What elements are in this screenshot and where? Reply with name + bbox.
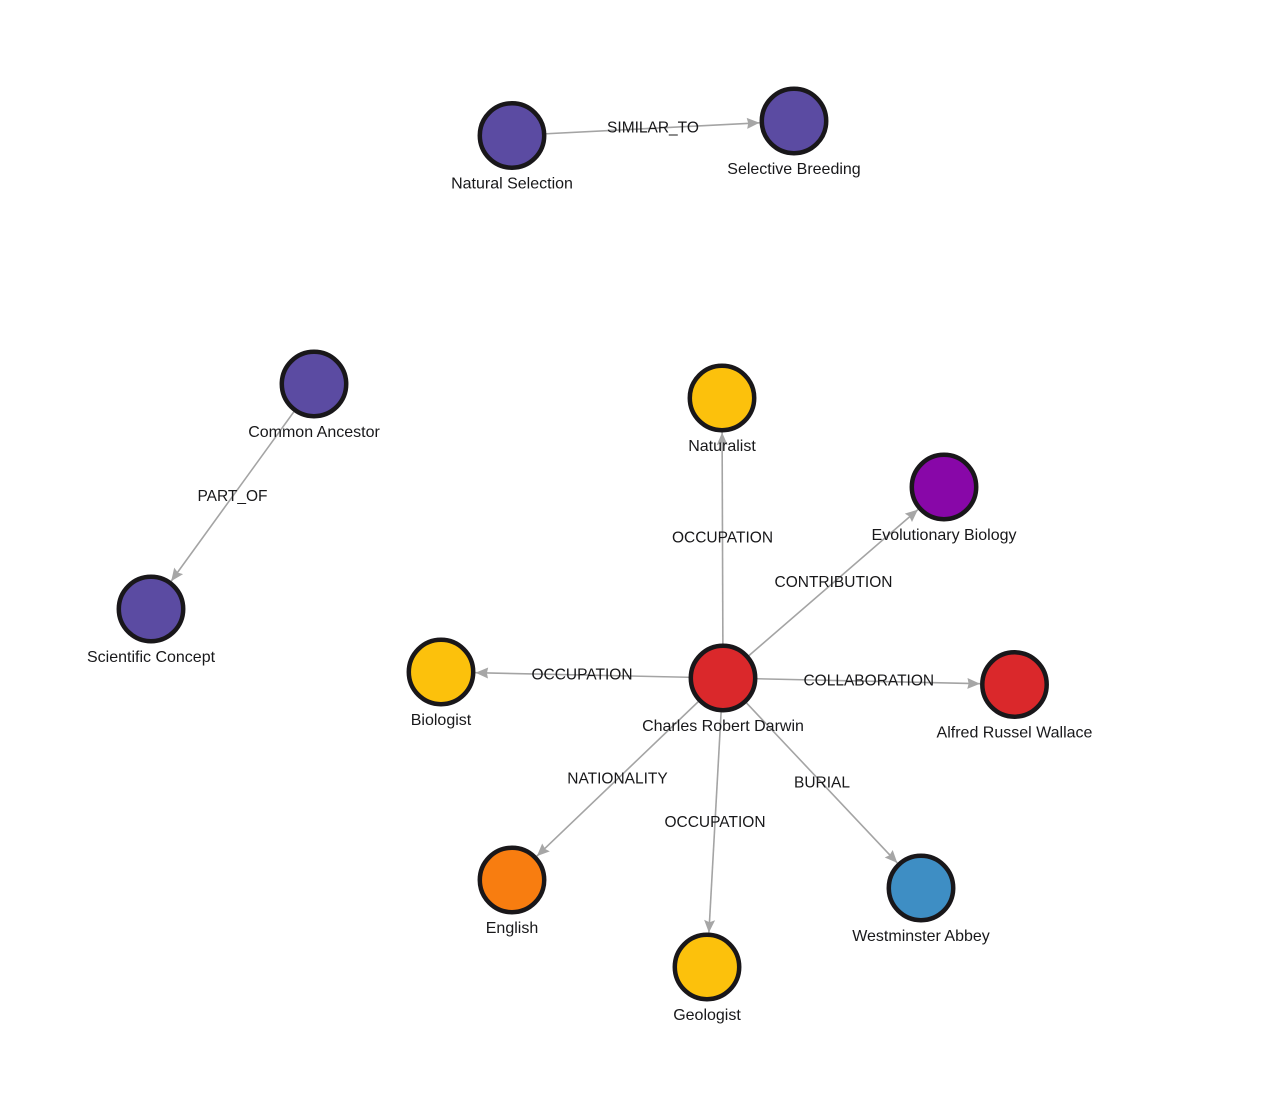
svg-text:Natural Selection: Natural Selection (451, 176, 573, 193)
svg-text:NATIONALITY: NATIONALITY (567, 770, 667, 787)
svg-text:Naturalist: Naturalist (688, 438, 756, 455)
svg-text:Scientific Concept: Scientific Concept (87, 649, 216, 666)
svg-text:Selective Breeding: Selective Breeding (727, 161, 860, 178)
svg-text:Evolutionary Biology: Evolutionary Biology (872, 527, 1017, 544)
svg-text:Common Ancestor: Common Ancestor (248, 424, 380, 441)
svg-text:English: English (486, 920, 538, 937)
svg-text:OCCUPATION: OCCUPATION (664, 814, 765, 831)
svg-text:Charles Robert Darwin: Charles Robert Darwin (642, 718, 804, 735)
svg-text:Biologist: Biologist (411, 712, 472, 729)
svg-text:OCCUPATION: OCCUPATION (672, 529, 773, 546)
svg-text:OCCUPATION: OCCUPATION (531, 666, 632, 683)
svg-text:BURIAL: BURIAL (794, 774, 850, 791)
svg-text:COLLABORATION: COLLABORATION (803, 673, 934, 690)
svg-text:Alfred Russel Wallace: Alfred Russel Wallace (937, 725, 1093, 742)
svg-text:CONTRIBUTION: CONTRIBUTION (775, 574, 893, 591)
svg-text:SIMILAR_TO: SIMILAR_TO (607, 120, 699, 137)
svg-text:Geologist: Geologist (673, 1007, 741, 1024)
svg-text:Westminster Abbey: Westminster Abbey (852, 928, 990, 945)
svg-text:PART_OF: PART_OF (197, 488, 267, 505)
